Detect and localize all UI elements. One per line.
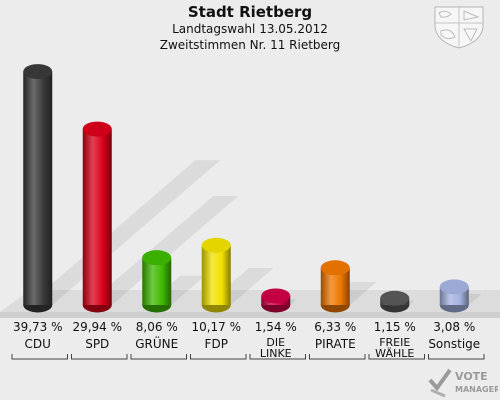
value-label: 29,94 % bbox=[72, 320, 122, 334]
bar-top bbox=[439, 279, 469, 295]
value-label: 1,54 % bbox=[255, 320, 297, 334]
bar-body bbox=[201, 245, 231, 305]
bar bbox=[261, 288, 291, 313]
chart-floor-edge bbox=[0, 312, 500, 318]
bar bbox=[320, 260, 350, 313]
bar bbox=[201, 237, 231, 313]
category-label: GRÜNE bbox=[135, 335, 178, 351]
category-bracket bbox=[130, 354, 187, 360]
chart-subtitle-election: Landtagswahl 13.05.2012 bbox=[172, 22, 328, 36]
bar bbox=[380, 290, 410, 313]
check-mark-icon bbox=[428, 368, 452, 398]
category-label: LINKE bbox=[260, 347, 292, 360]
chart-subtitle-district: Zweitstimmen Nr. 11 Rietberg bbox=[159, 38, 341, 52]
bar-top bbox=[201, 237, 231, 253]
coat-of-arms-icon bbox=[434, 6, 484, 49]
chart-title: Stadt Rietberg bbox=[187, 3, 313, 21]
category-label: SPD bbox=[85, 337, 109, 351]
bar-top bbox=[82, 121, 112, 137]
logo-text-manager: MANAGER bbox=[455, 385, 498, 394]
category-label: CDU bbox=[25, 337, 51, 351]
bar-top bbox=[380, 290, 410, 306]
value-label: 3,08 % bbox=[433, 320, 475, 334]
value-label: 1,15 % bbox=[374, 320, 416, 334]
bar-body bbox=[82, 129, 112, 305]
vote-manager-logo: VOTE MANAGER bbox=[428, 368, 498, 398]
bar bbox=[23, 64, 53, 313]
chart-floor bbox=[0, 290, 500, 312]
bar-body bbox=[23, 71, 53, 306]
value-label: 8,06 % bbox=[136, 320, 178, 334]
category-label: DIE bbox=[266, 336, 285, 349]
bar-top bbox=[23, 64, 53, 80]
bar-shadow bbox=[86, 195, 239, 305]
category-label: FREIE bbox=[379, 336, 410, 349]
bar-top bbox=[142, 250, 172, 266]
category-bracket bbox=[11, 354, 68, 360]
value-label: 39,73 % bbox=[13, 320, 63, 334]
bar bbox=[142, 250, 172, 313]
category-label: WÄHLE bbox=[375, 347, 414, 360]
bar-top bbox=[320, 260, 350, 276]
category-bracket bbox=[309, 354, 366, 360]
category-label: FDP bbox=[205, 337, 228, 351]
logo-text-vote: VOTE bbox=[455, 370, 488, 383]
category-bracket bbox=[71, 354, 128, 360]
value-label: 10,17 % bbox=[191, 320, 241, 334]
category-bracket bbox=[190, 354, 247, 360]
bar-body bbox=[142, 257, 172, 305]
category-label: PIRATE bbox=[315, 337, 356, 351]
bar bbox=[82, 121, 112, 313]
category-bracket bbox=[249, 354, 306, 360]
bar bbox=[439, 279, 469, 313]
bar-shadow bbox=[27, 160, 221, 305]
category-label: Sonstige bbox=[428, 337, 480, 351]
category-bracket bbox=[368, 354, 425, 360]
value-label: 6,33 % bbox=[314, 320, 356, 334]
bar-top bbox=[261, 288, 291, 304]
category-bracket bbox=[428, 354, 485, 360]
